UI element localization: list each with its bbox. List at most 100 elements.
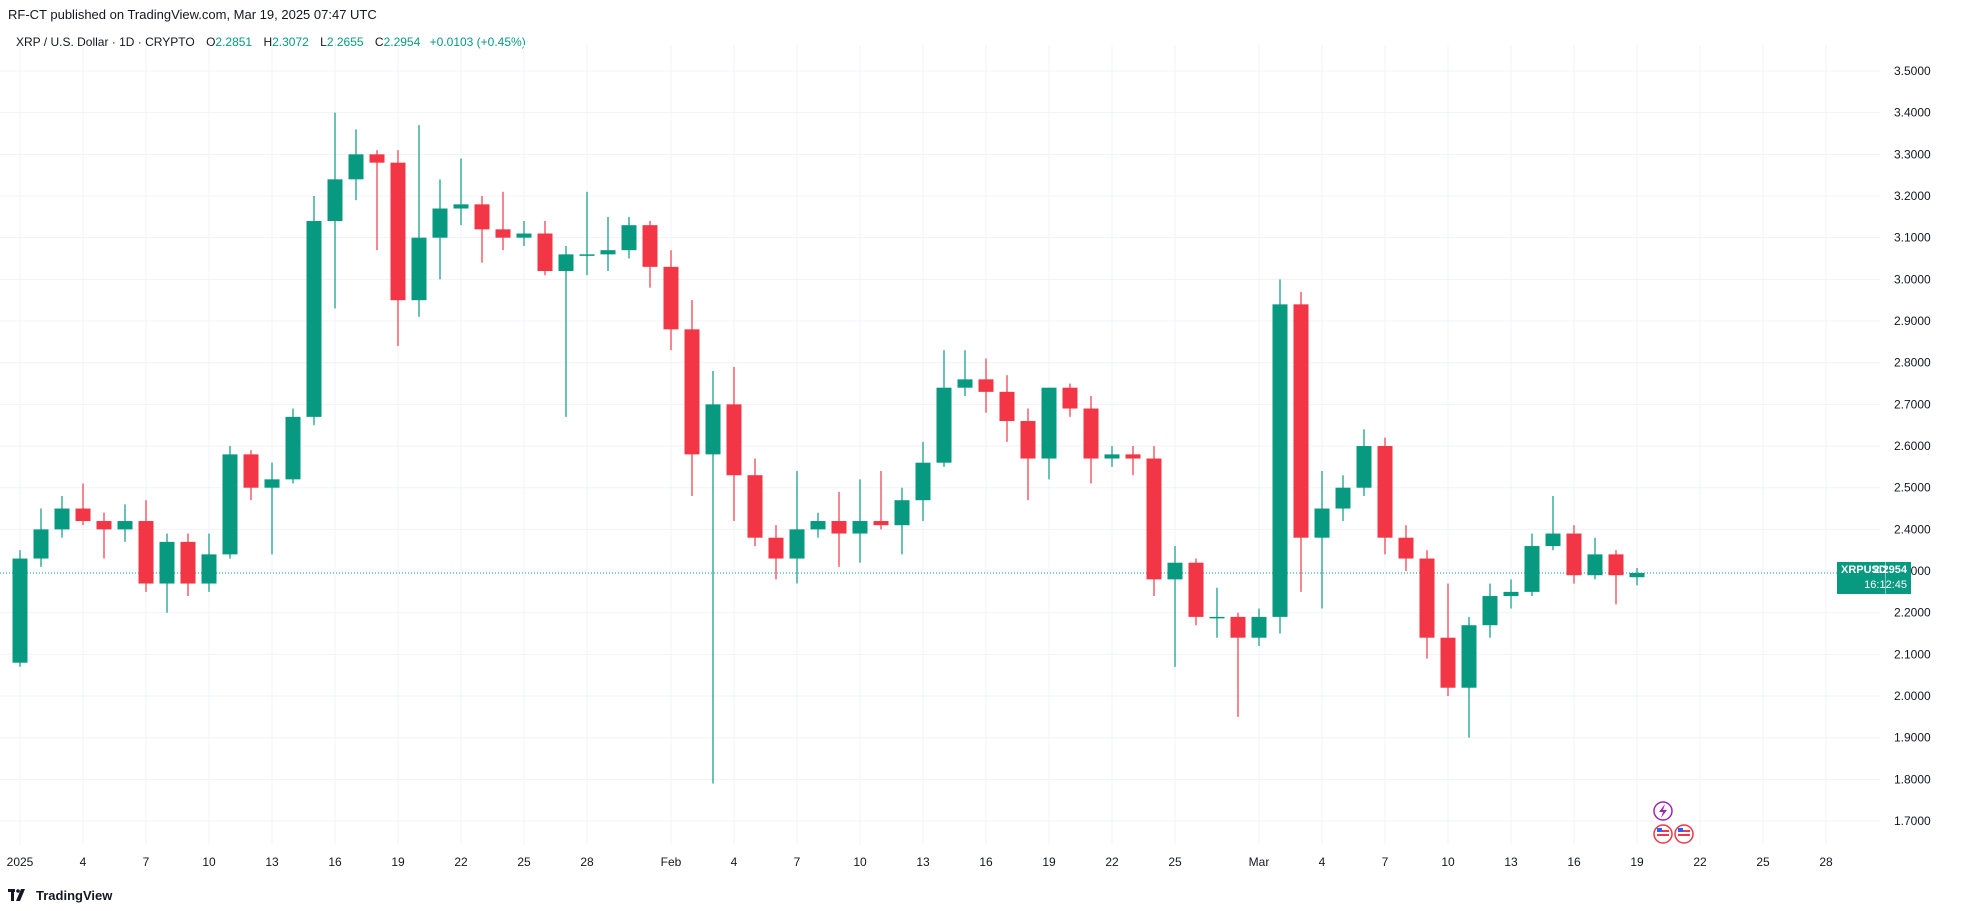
candle-body (1566, 533, 1582, 576)
candle-body (1398, 537, 1414, 559)
candle-body (726, 404, 742, 476)
published-by-text: RF-CT published on TradingView.com, Mar … (8, 7, 377, 22)
us-flag-icon[interactable] (1674, 824, 1694, 844)
x-tick-label: 13 (265, 855, 279, 869)
candle-body (957, 379, 973, 388)
x-tick-label: 10 (1441, 855, 1455, 869)
candle-body (1545, 533, 1561, 547)
candle-body (873, 521, 889, 526)
candle (537, 221, 553, 276)
y-tick-label: 2.5000 (1894, 481, 1931, 495)
candle-body (642, 225, 658, 267)
x-tick-label: 25 (1168, 855, 1182, 869)
candle (1482, 583, 1498, 638)
candle (558, 246, 574, 417)
events-markers[interactable] (1653, 801, 1694, 844)
candle-body (54, 508, 70, 530)
candle (768, 525, 784, 580)
candle-body (747, 475, 763, 538)
candle-body (1377, 446, 1393, 538)
candle-body (1335, 487, 1351, 509)
y-tick-label: 2.0000 (1894, 689, 1931, 703)
candle-body (96, 521, 112, 530)
candle-body (180, 541, 196, 584)
candle-body (138, 521, 154, 584)
price-axis[interactable]: 3.5000 3.4000 3.3000 3.2000 3.1000 3.0000 2.90… (1894, 64, 1931, 828)
x-tick-label: 19 (1630, 855, 1644, 869)
candle-body (1209, 616, 1225, 619)
candle-body (579, 254, 595, 256)
y-tick-label: 3.5000 (1894, 64, 1931, 78)
candle-body (705, 404, 721, 455)
candle-body (348, 154, 364, 180)
candle (999, 375, 1015, 442)
low-label: L (320, 35, 327, 49)
candle-body (1587, 554, 1603, 576)
y-tick-label: 3.3000 (1894, 147, 1931, 161)
candle (1545, 496, 1561, 551)
candle (1377, 437, 1393, 555)
x-tick-label: 16 (1567, 855, 1581, 869)
open-value: 2.2851 (215, 35, 253, 49)
candle (180, 533, 196, 597)
x-tick-label: 16 (328, 855, 342, 869)
candle-body (117, 521, 133, 530)
candle (306, 196, 322, 426)
candle (894, 487, 910, 555)
candle (1356, 429, 1372, 497)
candle (1503, 579, 1519, 609)
high-label: H (263, 35, 273, 49)
candle-body (432, 208, 448, 238)
last-price-tag: XRPUSD 2.2954 16:12:45 (1837, 562, 1911, 594)
symbol-title[interactable]: XRP / U.S. Dollar · 1D · CRYPTO (16, 35, 195, 49)
candle (1188, 558, 1204, 626)
candle (1440, 583, 1456, 697)
candle (621, 216, 637, 259)
candles (12, 112, 1645, 784)
candle (1629, 568, 1645, 586)
candle (1272, 279, 1288, 634)
candle (1566, 525, 1582, 584)
candle-body (1272, 304, 1288, 617)
candle-body (1083, 408, 1099, 459)
symbol-legend: XRP / U.S. Dollar · 1D · CRYPTO O2.2851 … (16, 35, 526, 49)
x-tick-label: 4 (1319, 855, 1326, 869)
candle-body (243, 454, 259, 488)
candle (810, 512, 826, 538)
us-flag-icon[interactable] (1653, 824, 1673, 844)
footer: TradingView (8, 886, 112, 904)
candle (390, 150, 406, 347)
tradingview-logo-icon (8, 889, 25, 901)
candle (684, 300, 700, 497)
candle (516, 221, 532, 247)
candle (705, 371, 721, 784)
x-tick-label: 4 (80, 855, 87, 869)
candle-body (1020, 421, 1036, 459)
candle-body (159, 541, 175, 584)
price-tag-symbol: XRPUSD (1841, 564, 1887, 576)
high-value: 2.3072 (272, 35, 309, 49)
candle (1104, 446, 1120, 467)
candle-body (1188, 562, 1204, 617)
candle (1587, 537, 1603, 580)
x-tick-label: 10 (853, 855, 867, 869)
low-value: 2.2655 (326, 35, 364, 49)
candle-body (516, 233, 532, 238)
y-tick-label: 3.4000 (1894, 106, 1931, 120)
candle (243, 450, 259, 501)
candle (117, 504, 133, 542)
x-tick-label: 19 (391, 855, 405, 869)
lightning-event-icon[interactable] (1653, 801, 1673, 821)
candle-body (1146, 458, 1162, 580)
x-tick-label: 13 (1504, 855, 1518, 869)
y-tick-label: 1.8000 (1894, 772, 1931, 786)
candle-body (894, 500, 910, 526)
candle (1230, 612, 1246, 717)
x-tick-label: 19 (1042, 855, 1056, 869)
y-tick-label: 2.6000 (1894, 439, 1931, 453)
candle-body (684, 329, 700, 455)
time-axis[interactable]: 2025 4 7 10 13 16 19 22 25 28 Feb 4 7 10 13 16 19 22 25 Mar… (7, 855, 1833, 869)
candle (936, 350, 952, 467)
candle-body (999, 391, 1015, 422)
